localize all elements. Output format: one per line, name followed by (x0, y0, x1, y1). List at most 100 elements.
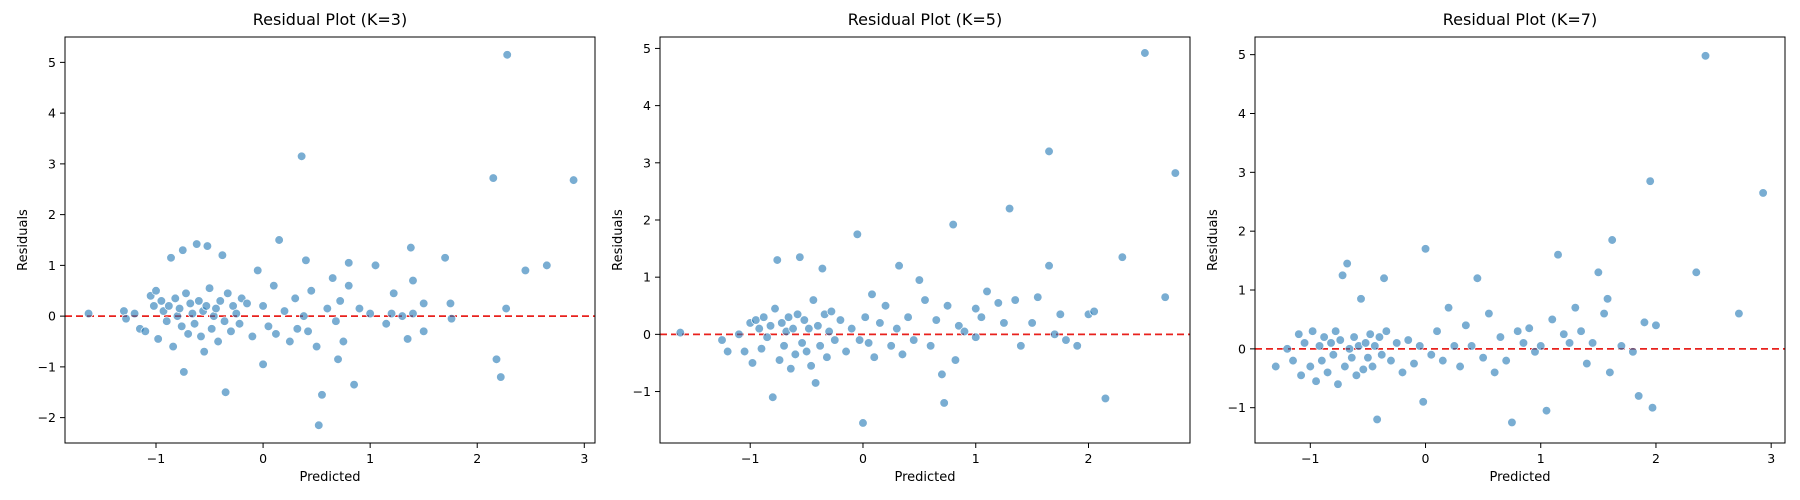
data-point (1377, 350, 1387, 360)
data-point (852, 229, 862, 239)
data-point (1645, 176, 1655, 186)
data-point (1381, 326, 1391, 336)
data-point (199, 347, 209, 357)
data-point (765, 321, 776, 331)
x-tick-label: 3 (580, 451, 588, 466)
data-point (231, 308, 241, 319)
data-point (914, 275, 925, 285)
data-point (204, 283, 215, 293)
data-point (1319, 332, 1329, 342)
data-point (1365, 329, 1375, 339)
data-point (1044, 146, 1054, 157)
data-point (1367, 361, 1378, 372)
data-point (1501, 355, 1511, 366)
y-tick-label: −2 (38, 410, 56, 425)
x-tick-label: −1 (741, 451, 759, 466)
data-point (408, 275, 418, 286)
data-point (1322, 367, 1333, 378)
data-point (1415, 341, 1425, 351)
data-point (937, 369, 947, 380)
data-point (790, 349, 800, 360)
data-point (408, 308, 418, 319)
data-point (1478, 353, 1488, 363)
data-point (183, 329, 193, 339)
x-tick-label: 3 (1767, 451, 1775, 466)
data-point (1570, 303, 1580, 313)
plot-frame (64, 36, 596, 444)
data-point (213, 336, 223, 347)
data-point (187, 308, 198, 319)
data-point (1004, 203, 1015, 214)
x-tick-label: 1 (1537, 451, 1545, 466)
data-point (1507, 417, 1517, 428)
data-point (801, 346, 812, 357)
data-point (806, 361, 816, 371)
data-point (1576, 326, 1586, 336)
data-point (217, 250, 228, 260)
data-point (1356, 294, 1366, 304)
x-tick-label: −1 (1301, 451, 1319, 466)
data-point (774, 355, 785, 365)
data-point (1010, 295, 1020, 305)
data-point (156, 296, 167, 306)
data-point (242, 298, 252, 309)
data-point (1495, 332, 1506, 342)
data-point (1449, 341, 1459, 351)
data-point (813, 321, 823, 331)
data-point (971, 303, 981, 314)
data-point (1409, 358, 1419, 369)
data-point (1317, 355, 1327, 366)
data-point (406, 242, 416, 253)
chart-title: Residual Plot (K=3) (253, 10, 407, 29)
data-point (317, 390, 327, 400)
data-point (303, 326, 313, 337)
data-point (1607, 235, 1617, 245)
data-point (226, 326, 236, 337)
residual-panel-3: Residual Plot (K=7) −1 0 1 2 3 −1 0 1 2 3 4 5 Predict… (1206, 10, 1786, 485)
data-point (151, 286, 161, 296)
data-point (1347, 353, 1357, 363)
data-point (903, 312, 913, 322)
data-point (223, 288, 233, 298)
data-point (1386, 355, 1396, 366)
data-point (993, 298, 1003, 308)
data-point (858, 418, 868, 428)
data-point (263, 321, 274, 331)
data-point (799, 315, 809, 325)
data-point (948, 219, 958, 230)
data-point (841, 346, 851, 357)
data-point (1432, 326, 1442, 336)
data-point (1314, 341, 1325, 351)
data-point (759, 312, 769, 322)
data-point (419, 326, 429, 337)
data-point (772, 255, 782, 265)
residual-panel-2: Residual Plot (K=5) −1 0 1 2 −1 0 1 2 3 4 5 Predicte… (611, 10, 1191, 485)
data-point (381, 319, 391, 329)
data-point (860, 312, 870, 322)
x-tick-label: 1 (366, 451, 374, 466)
data-point (170, 293, 180, 304)
data-point (520, 265, 531, 276)
y-tick-label: 1 (643, 270, 651, 285)
data-point (1328, 350, 1338, 360)
y-tick-label: −1 (1228, 400, 1246, 415)
data-point (1337, 270, 1348, 280)
data-point (1282, 344, 1292, 354)
scatter-points (675, 48, 1180, 428)
y-axis-label: Residuals (611, 209, 626, 271)
data-point (792, 309, 803, 319)
data-point (119, 306, 129, 316)
data-point (739, 346, 750, 357)
data-point (751, 315, 761, 325)
data-point (501, 303, 511, 314)
plot-frame (659, 36, 1191, 444)
data-point (1461, 320, 1471, 330)
data-point (1616, 341, 1627, 351)
data-point (149, 301, 159, 311)
data-point (1296, 370, 1306, 380)
y-axis-label: Residuals (16, 209, 31, 271)
y-tick-label: 0 (1238, 341, 1246, 356)
data-point (445, 298, 456, 309)
data-point (1342, 258, 1352, 269)
data-point (542, 260, 552, 271)
